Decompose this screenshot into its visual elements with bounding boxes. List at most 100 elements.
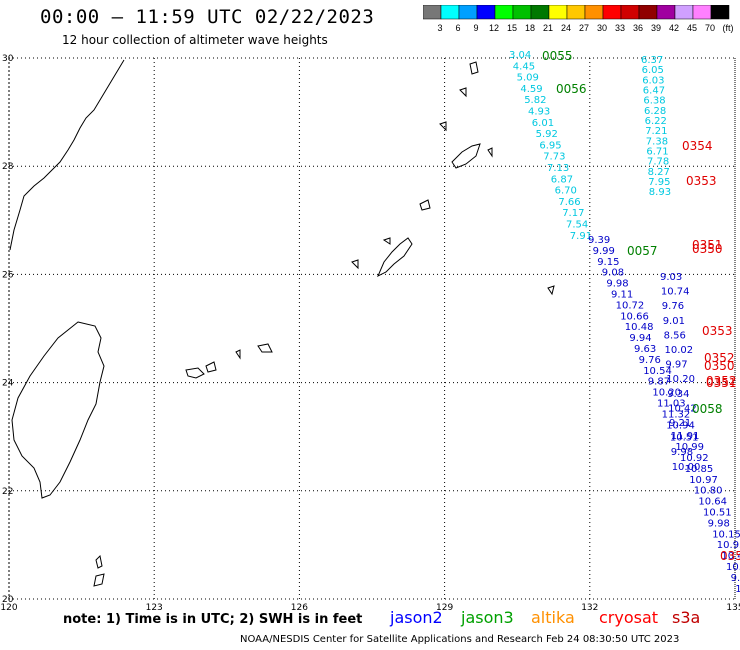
wave-height-label: 11.03 [657, 399, 686, 410]
wave-height-label: 4.93 [528, 107, 550, 118]
wave-height-label: 8.27 [648, 167, 670, 178]
color-scale-label: 27 [579, 23, 589, 33]
wave-height-label: 9.15 [597, 257, 619, 268]
wave-height-label: 5.09 [517, 73, 539, 84]
wave-height-label: 3.04 [509, 50, 531, 61]
color-scale-label: 30 [597, 23, 607, 33]
observation-labels: 3.044.455.094.595.824.936.015.926.957.73… [509, 49, 740, 606]
lat-tick-label: 30 [2, 54, 14, 64]
lat-tick-label: 20 [2, 595, 14, 605]
wave-height-label: 5.92 [536, 129, 558, 140]
wave-height-label: 10.80 [694, 486, 723, 497]
wave-height-label: 9.34 [667, 389, 689, 400]
wave-height-label: 9.87 [648, 377, 670, 388]
wave-height-label: 6.22 [645, 116, 667, 127]
wave-height-label: 10.64 [698, 497, 727, 508]
color-scale-label: 39 [651, 23, 661, 33]
time-label-jason3: 0056 [556, 82, 587, 96]
color-scale-label: 21 [543, 23, 553, 33]
wave-height-label: 10.48 [721, 551, 740, 562]
wave-height-label: 7.54 [566, 220, 588, 231]
color-scale-label: 3 [437, 23, 442, 33]
land-outlines [9, 59, 555, 587]
wave-height-label: 11.32 [662, 409, 691, 420]
color-scale-label: 36 [633, 23, 643, 33]
map-subtitle: 12 hour collection of altimeter wave hei… [62, 33, 328, 47]
color-scale-label: 15 [507, 23, 517, 33]
wave-height-label: 11.08 [735, 584, 740, 595]
wave-height-label: 6.38 [643, 96, 665, 107]
wave-height-label: 10.97 [689, 475, 718, 486]
wave-height-label: 4.45 [513, 61, 535, 72]
legend-jason2: jason2 [390, 608, 443, 627]
wave-height-label: 6.71 [646, 146, 668, 157]
okinawa-island [377, 237, 413, 278]
time-label-cryosat: 0352 [704, 351, 735, 365]
tokunoshima-island [419, 199, 431, 211]
wave-height-label: 10.00 [672, 462, 701, 473]
time-label-cryosat: 0354 [682, 139, 713, 153]
china-coastline [9, 59, 125, 251]
wave-height-label: 6.28 [644, 106, 666, 117]
lat-tick-label: 24 [2, 379, 14, 389]
wave-height-label: 9.21 [669, 418, 691, 429]
wave-height-label: 7.17 [562, 208, 584, 219]
legend-cryosat: cryosat [599, 608, 659, 627]
wave-height-label: 10.51 [670, 433, 699, 444]
wave-height-label: 10.92 [680, 453, 709, 464]
wave-height-label: 10.02 [665, 345, 694, 356]
wave-height-label: 9.76 [639, 355, 661, 366]
color-swatch [710, 5, 730, 20]
wave-height-label: 9.03 [660, 272, 682, 283]
time-label-cryosat: 0353 [686, 174, 717, 188]
wave-height-label: 10.54 [643, 366, 672, 377]
wave-height-label: 6.95 [539, 140, 561, 151]
wave-height-label: 9.99 [593, 246, 615, 257]
time-label-jason3: 0058 [692, 402, 723, 416]
time-label-cryosat: 0352 [720, 549, 740, 563]
wave-height-label: 9.94 [629, 333, 651, 344]
wave-height-label: 10.72 [616, 300, 645, 311]
wave-height-label: 9.98 [606, 279, 628, 290]
wave-height-label: 10.42 [668, 403, 697, 414]
ishigaki-island [185, 367, 205, 379]
wave-height-label: 10.20 [652, 388, 681, 399]
wave-height-label: 7.91 [570, 231, 592, 242]
wave-height-label: 6.87 [551, 174, 573, 185]
wave-height-label: 4.59 [520, 84, 542, 95]
small-islands [235, 61, 555, 360]
taiwan-island [11, 321, 105, 499]
wave-height-label: 10.48 [625, 322, 654, 333]
lon-tick-label: 129 [436, 603, 453, 610]
wave-height-label: 6.70 [555, 186, 577, 197]
wave-height-label: 9.39 [588, 235, 610, 246]
legend-s3a: s3a [672, 608, 701, 627]
lat-tick-label: 22 [2, 487, 13, 497]
lon-tick-label: 120 [0, 603, 17, 610]
color-scale-bar: 3 6 9 12 15 18 21 24 27 30 33 36 39 42 45 70 (ft) [423, 5, 733, 33]
legend-altika: altika [531, 608, 575, 627]
lat-tick-label: 28 [2, 162, 14, 172]
miyako-island [257, 343, 273, 353]
color-scale-label: 33 [615, 23, 625, 33]
wave-height-label: 8.93 [649, 187, 671, 198]
time-label-cryosat: 0351 [706, 376, 737, 390]
wave-height-label: 8.56 [664, 330, 686, 341]
wave-height-label: 10.20 [666, 374, 695, 385]
time-label-cryosat: 0351 [692, 238, 723, 252]
wave-height-label: 10.66 [620, 311, 649, 322]
wave-height-label: 10.99 [675, 442, 704, 453]
wave-height-label: 9.76 [662, 301, 684, 312]
wave-height-label: 10.74 [661, 287, 690, 298]
time-label-jason3: 0055 [542, 49, 573, 63]
lon-tick-label: 126 [291, 603, 308, 610]
credit-footer: NOAA/NESDIS Center for Satellite Applica… [240, 634, 680, 645]
time-label-cryosat: 0353 [702, 324, 733, 338]
wave-height-label: 7.21 [645, 126, 667, 137]
color-scale-label: 18 [525, 23, 535, 33]
wave-height-label: 7.38 [646, 136, 668, 147]
wave-height-label: 6.05 [642, 65, 664, 76]
wave-height-label: 10.15 [712, 529, 740, 540]
wave-height-label: 7.73 [543, 152, 565, 163]
legend-jason3: jason3 [461, 608, 514, 627]
